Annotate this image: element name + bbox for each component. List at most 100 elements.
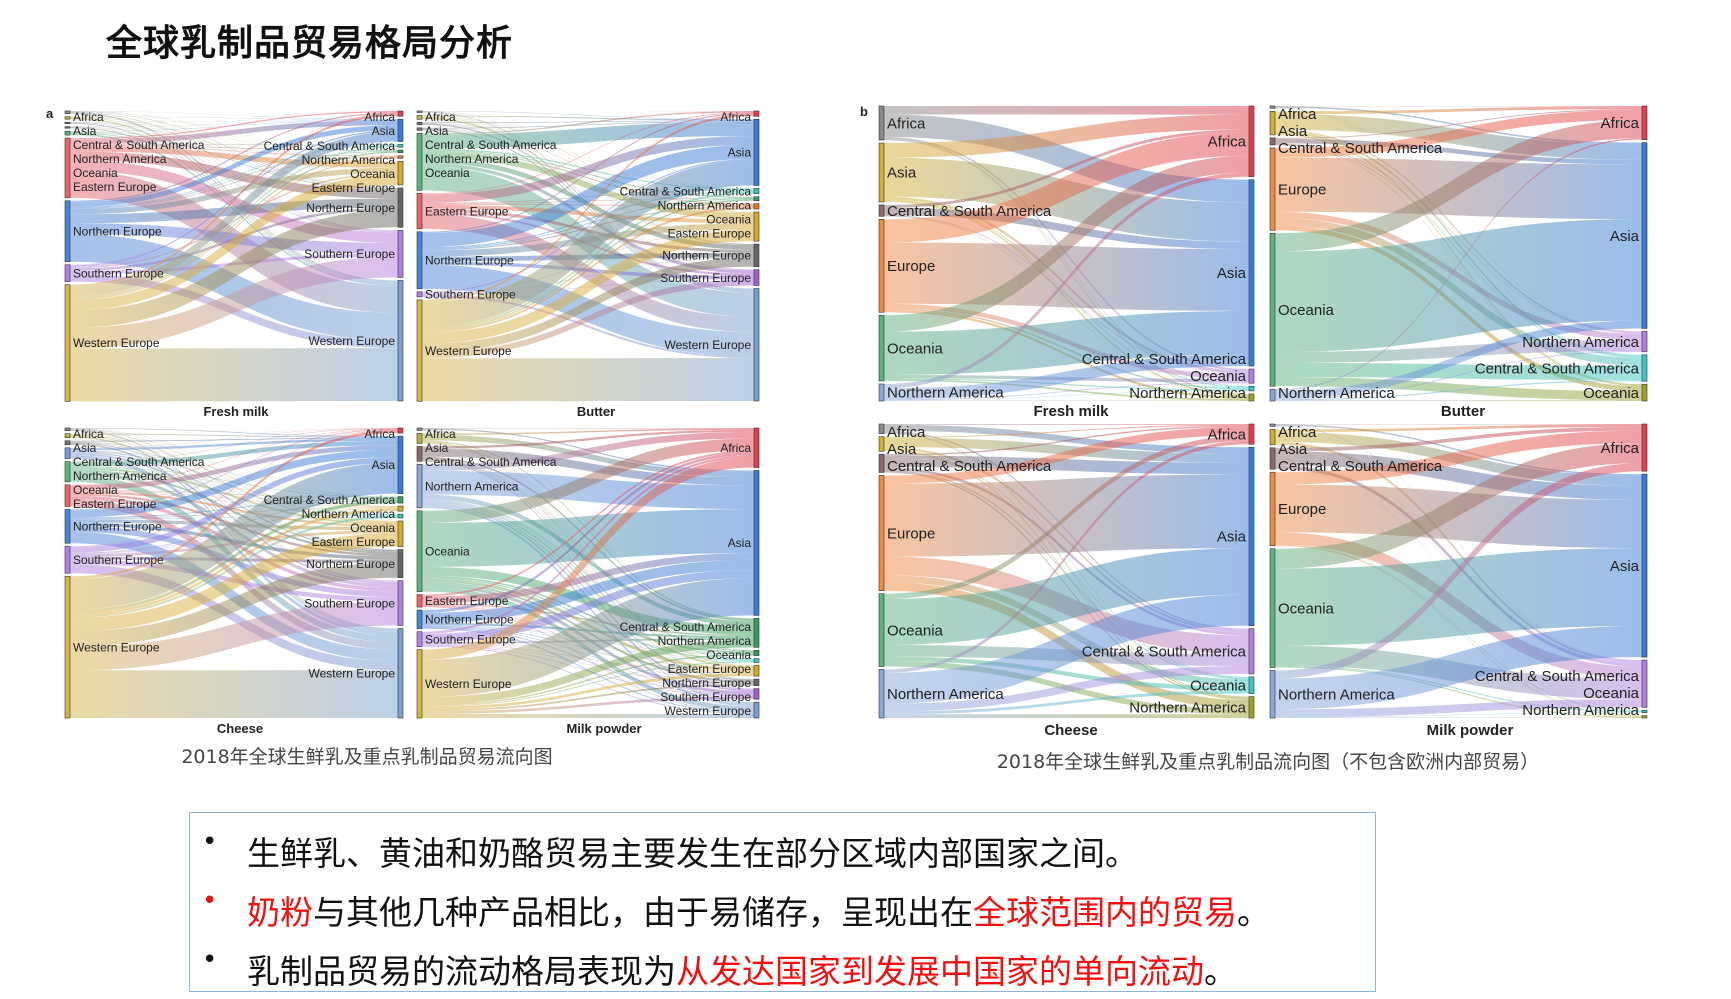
source-node-europe [1269,147,1276,231]
source-node-northern-america [64,447,71,459]
source-node-oceania [878,314,885,382]
target-node-northern-europe [397,549,404,579]
target-node-northern-america [397,149,404,154]
target-node-northern-europe [397,187,404,228]
flow-asia-to-africa [70,428,398,434]
flow-northern-america-to-oceania [1275,712,1642,718]
flow-western-europe-to-eastern-europe [70,174,398,311]
flow-central-south-america-to-asia [884,455,1249,475]
target-node-northern-europe [753,243,760,267]
target-label-oceania: Oceania [1190,678,1247,695]
flow-africa-to-asia [70,428,398,437]
flow-africa-to-northern-europe [70,429,398,550]
flow-northern-america-to-oceania [884,690,1249,715]
source-label-southern-europe: Southern Europe [73,553,164,567]
flow-asia-to-central-south-america [1275,441,1642,664]
flow-africa-to-asia [70,111,398,120]
source-node-europe [1269,471,1276,547]
target-node-central-south-america [397,496,404,504]
target-label-northern-america: Northern America [302,153,396,167]
flow-eastern-europe-to-africa [422,112,754,195]
flow-western-europe-to-central-south-america [422,191,754,330]
target-label-africa: Africa [720,110,751,124]
source-node-northern-america [64,126,71,129]
flow-western-europe-to-northern-europe [422,683,754,712]
text-segment: 。 [1204,952,1237,991]
source-label-africa: Africa [425,427,456,441]
source-node-eastern-europe [416,193,423,230]
flow-eastern-europe-to-asia [422,135,754,203]
flow-oceania-to-oceania [70,467,398,515]
flow-northern-europe-to-oceania [70,515,398,520]
target-node-africa [1248,105,1255,178]
flow-northern-america-to-africa [70,428,398,449]
flow-northern-europe-to-africa [422,452,754,613]
flow-europe-to-asia [884,242,1249,311]
source-node-asia [878,436,885,452]
flow-northern-europe-to-asia [422,144,754,248]
source-node-western-europe [64,575,71,719]
source-label-asia: Asia [887,165,917,182]
flow-northern-america-to-northern-europe [70,452,398,552]
flow-northern-america-to-asia [884,594,1249,704]
target-label-asia: Asia [1610,228,1640,245]
target-node-asia [1248,179,1255,367]
flow-northern-europe-to-oceania [422,205,754,251]
target-node-asia [397,118,404,142]
sankey-a-butter: Africa Asia Central & South America Norther… [416,110,760,402]
target-node-asia [1641,473,1648,658]
target-node-oceania [397,513,404,519]
flow-western-europe-to-eastern-europe [70,532,398,632]
flow-western-europe-to-africa [422,457,754,660]
flow-asia-to-northern-america [70,434,398,507]
flow-northern-america-to-central-south-america [884,382,1249,401]
target-node-northern-america [397,505,404,512]
flow-northern-america-to-asia [70,438,398,451]
flow-southern-europe-to-eastern-europe [422,644,754,674]
source-label-asia: Asia [1278,123,1308,140]
flow-asia-to-northern-america [1275,129,1642,334]
flow-asia-to-asia [70,116,398,120]
source-label-northern-america: Northern America [887,385,1004,402]
flow-asia-to-oceania [70,116,398,156]
source-label-northern-america: Northern America [1278,687,1395,704]
target-label-asia: Asia [728,536,752,550]
target-node-southern-europe [397,580,404,626]
flow-central-south-america-to-oceania [70,441,398,515]
flow-northern-europe-to-northern-america [70,150,398,209]
flow-eastern-europe-to-africa [422,450,754,597]
source-label-northern-europe: Northern Europe [73,224,162,238]
source-label-central-south-america: Central & South America [1278,458,1443,475]
flow-eastern-europe-to-northern-europe [422,208,754,253]
target-label-africa: Africa [720,441,751,455]
flow-southern-europe-to-western-europe [422,294,754,359]
target-label-eastern-europe: Eastern Europe [312,181,396,195]
flow-northern-america-to-asia [1275,625,1642,710]
source-label-northern-america: Northern America [1278,385,1395,402]
source-node-northern-europe [64,200,71,263]
flow-oceania-to-central-south-america [70,131,398,145]
source-node-asia [1269,429,1276,446]
source-node-oceania [878,593,885,667]
flow-oceania-to-asia [422,121,754,149]
caption-a: 2018年全球生鲜乳及重点乳制品贸易流向图 [181,746,553,768]
flow-northern-europe-to-africa [70,429,398,511]
target-label-asia: Asia [1217,529,1247,546]
flow-africa-to-northern-america [422,111,754,197]
flow-eastern-europe-to-eastern-europe [70,491,398,528]
target-label-oceania: Oceania [706,212,751,226]
target-node-oceania [1248,385,1255,392]
diagram-title-a-milk-powder: Milk powder [566,721,642,736]
source-node-central-south-america [1269,137,1276,146]
flow-eastern-europe-to-africa [70,428,398,486]
target-label-central-south-america: Central & South America [264,493,396,507]
flow-africa-to-oceania [422,111,754,204]
source-label-northern-america: Northern America [73,152,167,166]
flow-africa-to-oceania [884,432,1249,678]
flow-western-europe-to-northern-europe [70,562,398,647]
flow-central-south-america-to-asia [70,119,398,123]
flow-northern-europe-to-eastern-europe [70,167,398,215]
source-node-africa [64,427,71,432]
target-label-oceania: Oceania [706,648,751,662]
source-node-northern-america [1269,388,1276,402]
